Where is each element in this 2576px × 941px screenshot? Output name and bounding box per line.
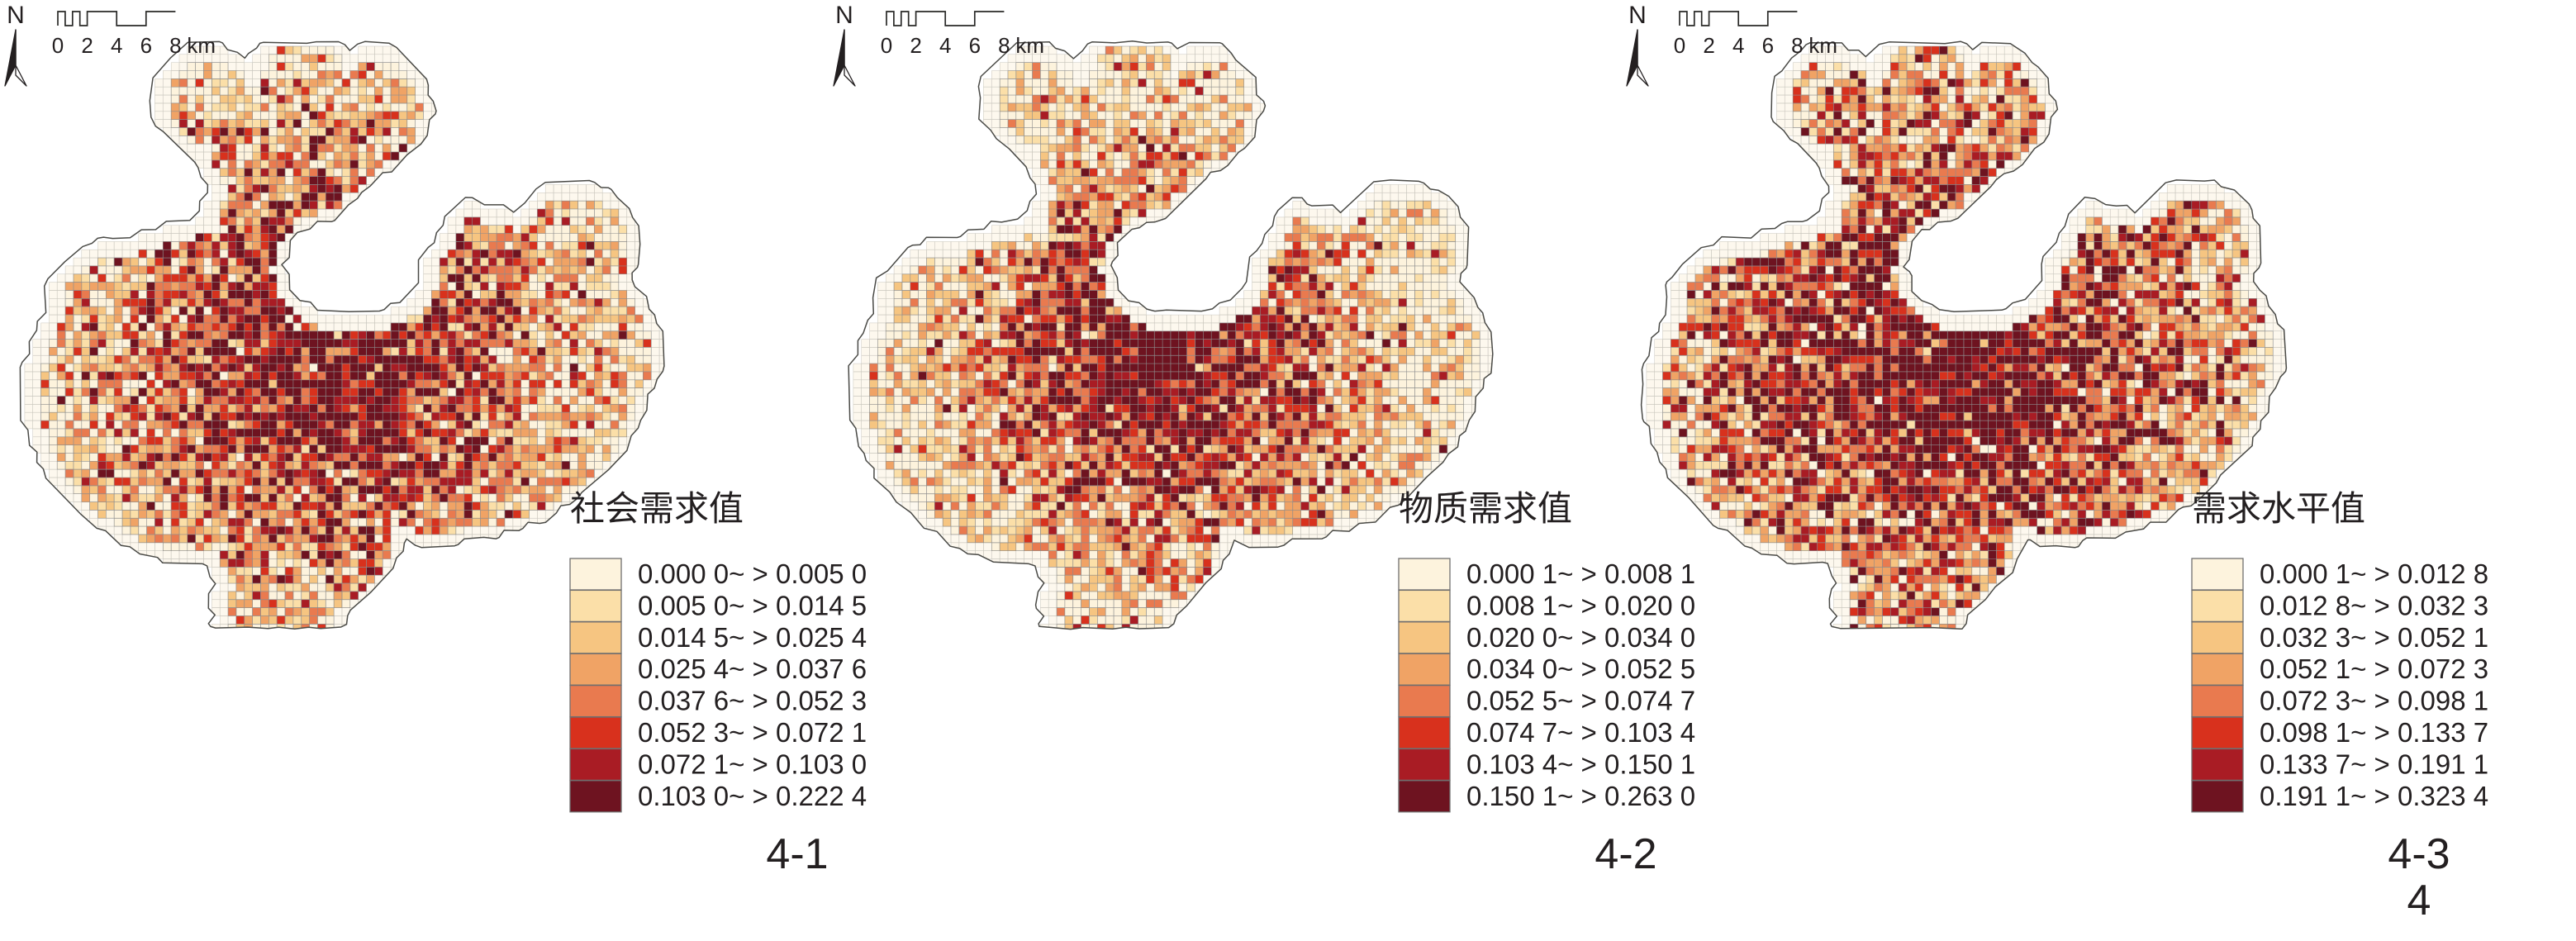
svg-text:2: 2 xyxy=(1703,33,1714,58)
svg-text:8: 8 xyxy=(998,33,1010,58)
svg-text:0.098 1~ > 0.133 7: 0.098 1~ > 0.133 7 xyxy=(2260,717,2488,748)
svg-text:社会需求值: 社会需求值 xyxy=(570,489,744,528)
svg-text:0: 0 xyxy=(881,33,892,58)
svg-text:km: km xyxy=(187,33,216,58)
svg-text:0.103 0~ > 0.222 4: 0.103 0~ > 0.222 4 xyxy=(638,781,867,811)
svg-text:4: 4 xyxy=(2407,877,2431,924)
svg-text:0.052 5~ > 0.074 7: 0.052 5~ > 0.074 7 xyxy=(1466,686,1695,716)
svg-text:4-2: 4-2 xyxy=(1595,830,1656,878)
svg-text:4-3: 4-3 xyxy=(2388,830,2450,878)
svg-text:0.103 4~ > 0.150 1: 0.103 4~ > 0.150 1 xyxy=(1466,749,1695,779)
svg-text:0: 0 xyxy=(1674,33,1685,58)
svg-text:N: N xyxy=(1628,2,1647,29)
svg-text:0.000 0~ > 0.005 0: 0.000 0~ > 0.005 0 xyxy=(638,558,867,589)
svg-text:0.020 0~ > 0.034 0: 0.020 0~ > 0.034 0 xyxy=(1466,622,1695,653)
svg-text:6: 6 xyxy=(1762,33,1774,58)
svg-text:0.052 1~ > 0.072 3: 0.052 1~ > 0.072 3 xyxy=(2260,653,2488,684)
svg-text:0.074 7~ > 0.103 4: 0.074 7~ > 0.103 4 xyxy=(1466,717,1695,748)
svg-text:0.032 3~ > 0.052 1: 0.032 3~ > 0.052 1 xyxy=(2260,622,2488,653)
svg-text:0.072 1~ > 0.103 0: 0.072 1~ > 0.103 0 xyxy=(638,749,867,779)
svg-text:N: N xyxy=(835,2,853,29)
svg-text:N: N xyxy=(7,2,25,29)
svg-text:0.150 1~ > 0.263 0: 0.150 1~ > 0.263 0 xyxy=(1466,781,1695,811)
svg-text:0.012 8~ > 0.032 3: 0.012 8~ > 0.032 3 xyxy=(2260,590,2488,620)
svg-text:2: 2 xyxy=(910,33,921,58)
svg-text:2: 2 xyxy=(81,33,93,58)
svg-text:0.000 1~ > 0.012 8: 0.000 1~ > 0.012 8 xyxy=(2260,558,2488,589)
svg-text:km: km xyxy=(1808,33,1837,58)
svg-text:8: 8 xyxy=(1791,33,1803,58)
svg-text:0.191 1~ > 0.323 4: 0.191 1~ > 0.323 4 xyxy=(2260,781,2488,811)
svg-text:4: 4 xyxy=(111,33,122,58)
svg-text:8: 8 xyxy=(169,33,181,58)
svg-text:0.133 7~ > 0.191 1: 0.133 7~ > 0.191 1 xyxy=(2260,749,2488,779)
svg-text:0.034 0~ > 0.052 5: 0.034 0~ > 0.052 5 xyxy=(1466,653,1695,684)
svg-text:物质需求值: 物质需求值 xyxy=(1399,489,1572,528)
svg-text:km: km xyxy=(1015,33,1044,58)
svg-text:0.014 5~ > 0.025 4: 0.014 5~ > 0.025 4 xyxy=(638,622,867,653)
svg-text:0: 0 xyxy=(52,33,64,58)
svg-text:4: 4 xyxy=(939,33,951,58)
svg-text:6: 6 xyxy=(140,33,152,58)
svg-text:4-1: 4-1 xyxy=(766,830,828,878)
svg-text:0.025 4~ > 0.037 6: 0.025 4~ > 0.037 6 xyxy=(638,653,867,684)
svg-text:0.052 3~ > 0.072 1: 0.052 3~ > 0.072 1 xyxy=(638,717,867,748)
svg-text:0.005 0~ > 0.014 5: 0.005 0~ > 0.014 5 xyxy=(638,590,867,620)
svg-text:6: 6 xyxy=(969,33,981,58)
svg-text:0.008 1~ > 0.020 0: 0.008 1~ > 0.020 0 xyxy=(1466,590,1695,620)
svg-text:需求水平值: 需求水平值 xyxy=(2192,489,2365,528)
svg-text:0.000 1~ > 0.008 1: 0.000 1~ > 0.008 1 xyxy=(1466,558,1695,589)
svg-text:4: 4 xyxy=(1732,33,1744,58)
svg-text:0.037 6~ > 0.052 3: 0.037 6~ > 0.052 3 xyxy=(638,686,867,716)
svg-text:0.072 3~ > 0.098 1: 0.072 3~ > 0.098 1 xyxy=(2260,686,2488,716)
